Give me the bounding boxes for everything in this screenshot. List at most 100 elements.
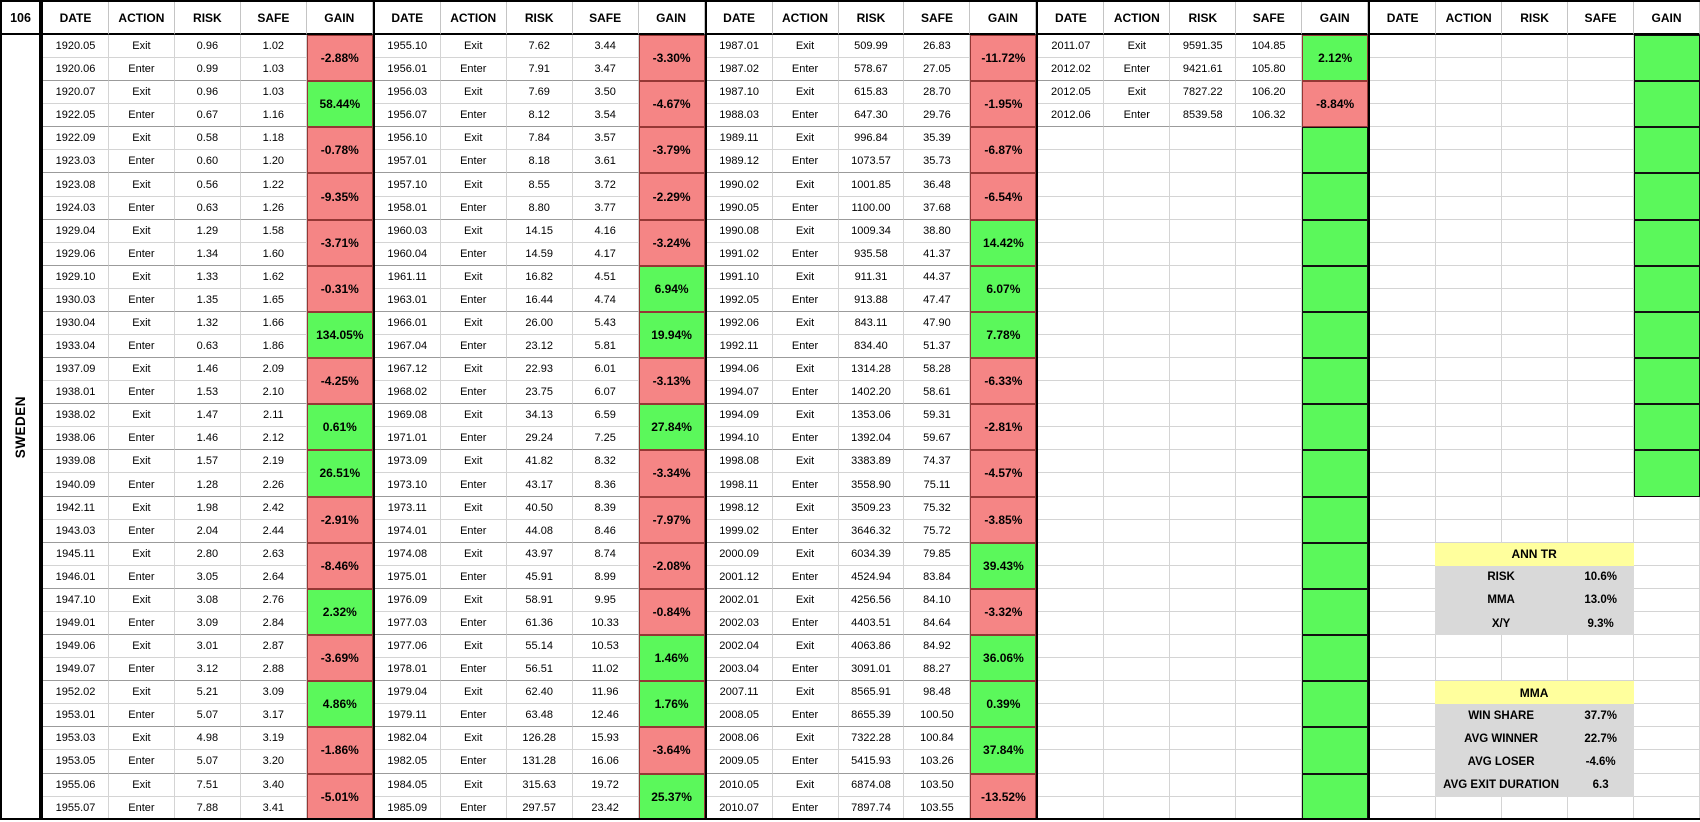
cell-action[interactable]: Exit: [440, 635, 507, 659]
cell-risk[interactable]: 5.07: [174, 704, 241, 728]
empty-cell[interactable]: [1568, 450, 1635, 474]
empty-cell[interactable]: [1502, 265, 1569, 289]
cell-risk[interactable]: 131.28: [506, 750, 573, 774]
cell-risk[interactable]: 9591.35: [1170, 35, 1237, 59]
cell-date[interactable]: 1968.02: [374, 381, 441, 405]
empty-cell[interactable]: [1236, 196, 1303, 220]
gain-cell[interactable]: -3.30%: [638, 35, 705, 82]
cell-action[interactable]: Enter: [108, 750, 175, 774]
empty-cell[interactable]: [1104, 473, 1171, 497]
empty-cell[interactable]: [1436, 311, 1503, 336]
gain-cell[interactable]: -2.81%: [970, 404, 1037, 451]
column-header-risk[interactable]: RISK: [506, 2, 573, 35]
cell-safe[interactable]: 1.22: [240, 173, 307, 197]
cell-date[interactable]: 2009.05: [706, 750, 773, 774]
empty-cell[interactable]: [1170, 588, 1237, 612]
column-header-gain[interactable]: GAIN: [1302, 2, 1369, 35]
gain-cell[interactable]: 36.06%: [970, 635, 1037, 682]
empty-cell[interactable]: [1568, 358, 1635, 382]
cell-risk[interactable]: 578.67: [838, 58, 905, 82]
empty-cell[interactable]: [1634, 681, 1700, 705]
summary-label[interactable]: WIN SHARE: [1468, 709, 1534, 722]
cell-safe[interactable]: 4.51: [572, 265, 639, 289]
cell-risk[interactable]: 0.58: [174, 127, 241, 151]
cell-date[interactable]: 1939.08: [43, 450, 109, 474]
gain-cell[interactable]: -3.34%: [638, 450, 705, 497]
column-header-action[interactable]: ACTION: [108, 2, 175, 35]
empty-cell[interactable]: [1104, 265, 1171, 289]
cell-safe[interactable]: 8.74: [572, 542, 639, 566]
cell-safe[interactable]: 105.80: [1236, 58, 1303, 82]
gain-cell[interactable]: 37.84%: [970, 727, 1037, 774]
cell-action[interactable]: Exit: [440, 35, 507, 59]
empty-cell[interactable]: [1104, 611, 1171, 636]
empty-cell[interactable]: [1436, 473, 1503, 497]
gain-cell[interactable]: -3.13%: [638, 358, 705, 405]
empty-cell[interactable]: [1370, 773, 1437, 797]
empty-cell[interactable]: [1170, 727, 1237, 751]
summary-title[interactable]: MMA: [1434, 681, 1634, 705]
cell-action[interactable]: Enter: [772, 335, 839, 359]
cell-date[interactable]: 1924.03: [43, 196, 109, 220]
empty-cell[interactable]: [1236, 542, 1303, 566]
empty-cell[interactable]: [1502, 150, 1569, 174]
empty-cell[interactable]: [1370, 173, 1437, 197]
cell-action[interactable]: Exit: [440, 681, 507, 705]
empty-cell[interactable]: [1370, 427, 1437, 451]
cell-risk[interactable]: 61.36: [506, 611, 573, 636]
cell-action[interactable]: Enter: [440, 150, 507, 174]
cell-risk[interactable]: 911.31: [838, 265, 905, 289]
empty-cell[interactable]: [1370, 196, 1437, 220]
gain-cell[interactable]: -6.54%: [970, 173, 1037, 220]
summary-label[interactable]: AVG LOSER: [1467, 756, 1535, 769]
cell-action[interactable]: Enter: [1104, 104, 1171, 128]
cell-date[interactable]: 1976.09: [374, 588, 441, 612]
empty-cell[interactable]: [1104, 796, 1171, 820]
cell-safe[interactable]: 38.80: [904, 219, 971, 243]
empty-cell[interactable]: [1568, 335, 1635, 359]
gain-cell-empty[interactable]: [1302, 588, 1369, 636]
column-header-date[interactable]: DATE: [374, 2, 441, 35]
cell-date[interactable]: 1949.01: [43, 611, 109, 636]
cell-action[interactable]: Exit: [772, 588, 839, 612]
cell-date[interactable]: 2000.09: [706, 542, 773, 566]
cell-action[interactable]: Enter: [440, 427, 507, 451]
gain-cell-empty[interactable]: [1302, 173, 1369, 220]
cell-action[interactable]: Exit: [440, 727, 507, 751]
empty-cell[interactable]: [1236, 265, 1303, 289]
country-label-cell[interactable]: SWEDEN: [2, 35, 41, 820]
cell-date[interactable]: 1953.03: [43, 727, 109, 751]
gain-cell-empty[interactable]: [1302, 450, 1369, 497]
cell-safe[interactable]: 12.46: [572, 704, 639, 728]
empty-cell[interactable]: [1038, 404, 1105, 428]
cell-action[interactable]: Exit: [772, 773, 839, 797]
empty-cell[interactable]: [1236, 150, 1303, 174]
cell-safe[interactable]: 1.58: [240, 219, 307, 243]
empty-cell[interactable]: [1370, 450, 1437, 474]
cell-action[interactable]: Enter: [772, 611, 839, 636]
empty-cell[interactable]: [1502, 219, 1569, 243]
empty-cell[interactable]: [1502, 519, 1569, 543]
cell-date[interactable]: 1994.09: [706, 404, 773, 428]
cell-action[interactable]: Exit: [772, 265, 839, 289]
empty-cell[interactable]: [1568, 58, 1635, 82]
cell-date[interactable]: 2002.03: [706, 611, 773, 636]
cell-action[interactable]: Exit: [772, 81, 839, 105]
empty-cell[interactable]: [1370, 219, 1437, 243]
cell-action[interactable]: Exit: [108, 127, 175, 151]
cell-date[interactable]: 1940.09: [43, 473, 109, 497]
cell-risk[interactable]: 1.34: [174, 242, 241, 266]
empty-cell[interactable]: [1038, 773, 1105, 797]
empty-cell[interactable]: [1436, 81, 1503, 105]
cell-action[interactable]: Enter: [772, 196, 839, 220]
column-header-safe[interactable]: SAFE: [1236, 2, 1303, 35]
empty-cell[interactable]: [1568, 265, 1635, 289]
empty-cell[interactable]: [1436, 127, 1503, 151]
summary-label[interactable]: X/Y: [1491, 617, 1511, 630]
cell-safe[interactable]: 88.27: [904, 658, 971, 682]
empty-cell[interactable]: [1370, 658, 1437, 682]
empty-cell[interactable]: [1502, 358, 1569, 382]
cell-safe[interactable]: 26.83: [904, 35, 971, 59]
empty-cell[interactable]: [1634, 519, 1700, 543]
cell-risk[interactable]: 23.12: [506, 335, 573, 359]
